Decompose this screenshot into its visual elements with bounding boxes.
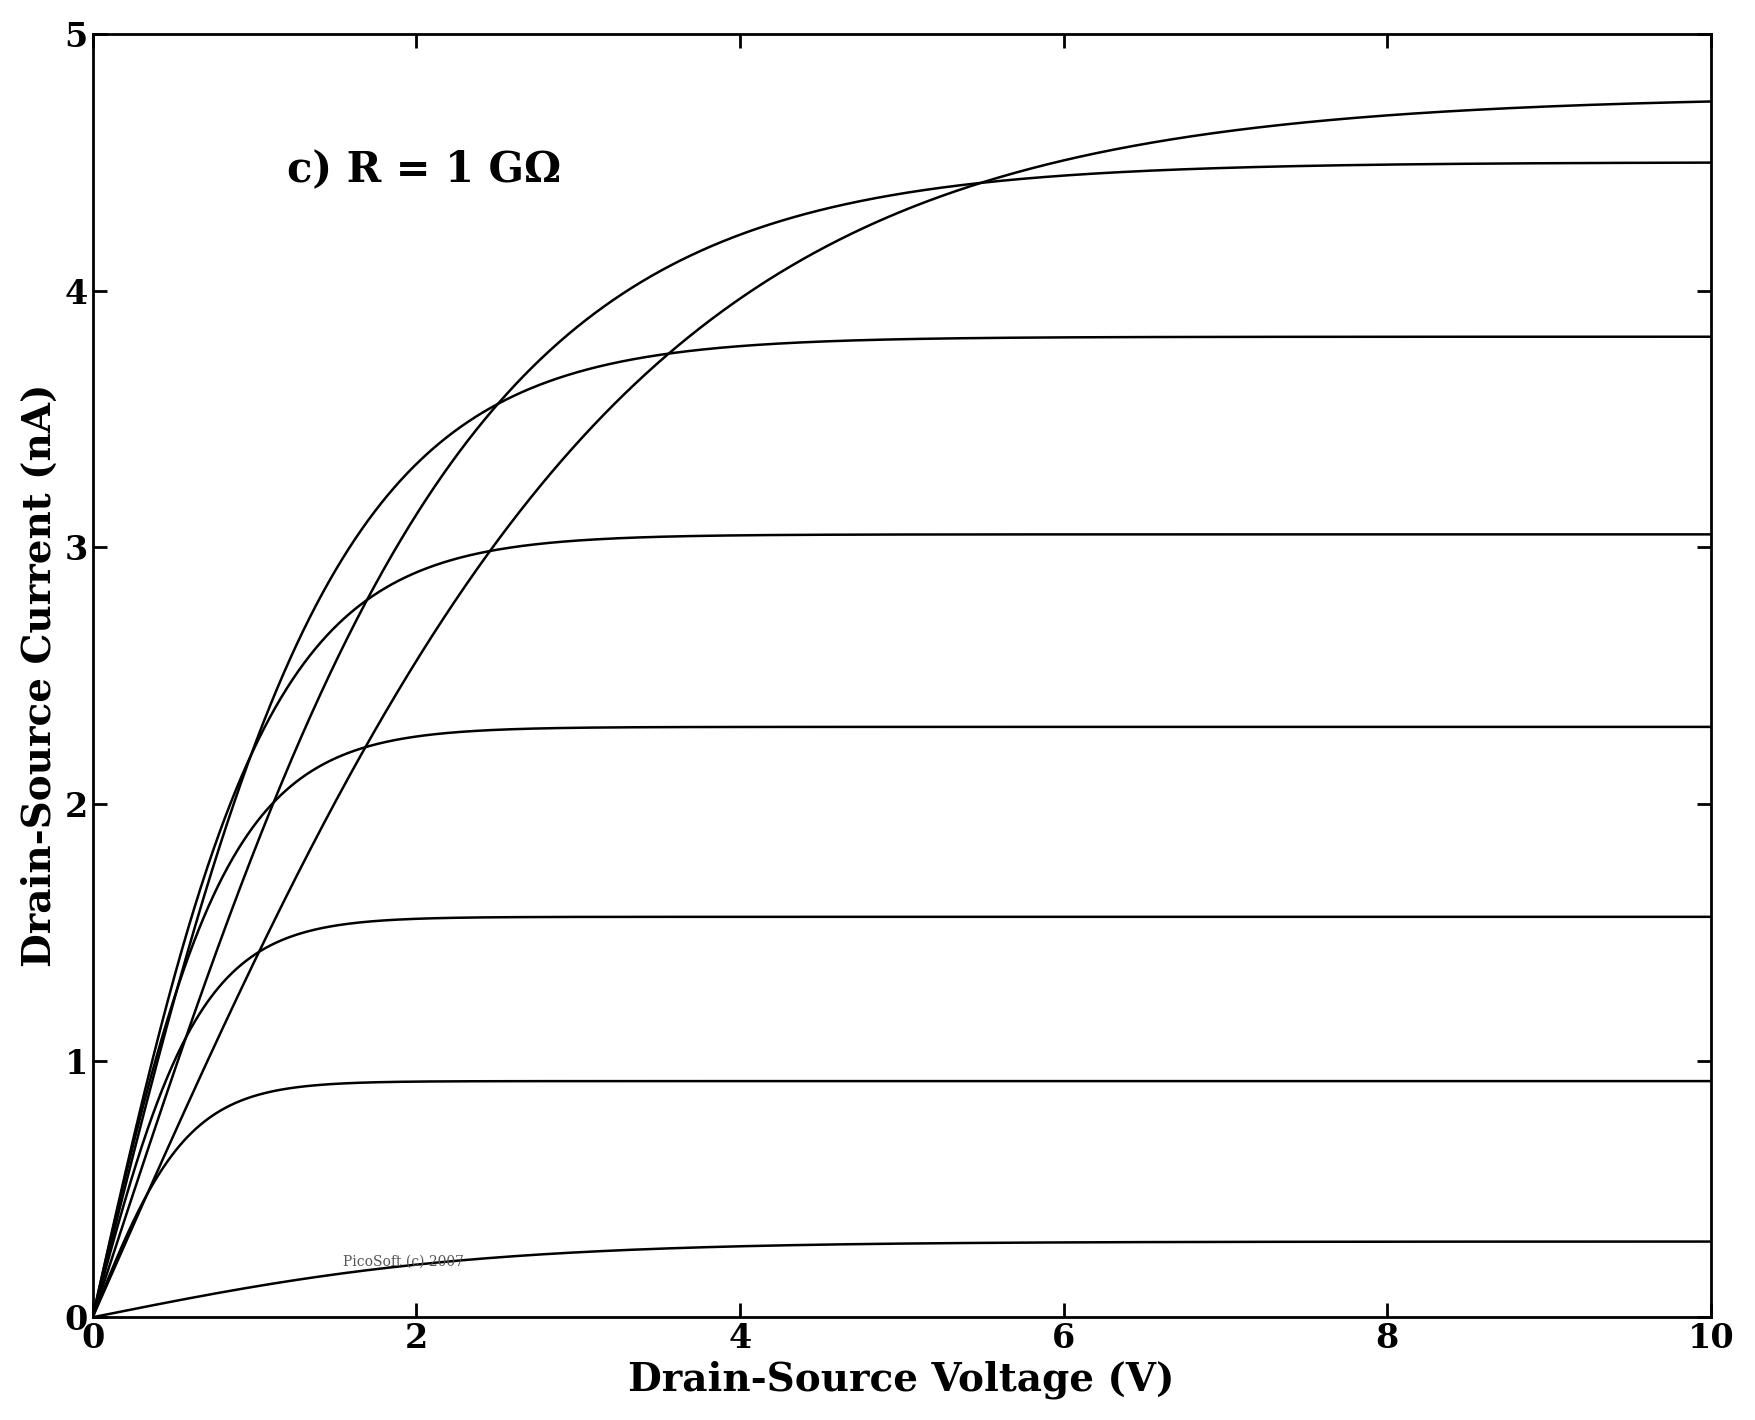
Text: c) R = 1 GΩ: c) R = 1 GΩ — [286, 149, 562, 192]
Y-axis label: Drain-Source Current (nA): Drain-Source Current (nA) — [21, 383, 60, 967]
X-axis label: Drain-Source Voltage (V): Drain-Source Voltage (V) — [628, 1360, 1174, 1399]
Text: PicoSoft (c) 2007: PicoSoft (c) 2007 — [344, 1254, 465, 1268]
